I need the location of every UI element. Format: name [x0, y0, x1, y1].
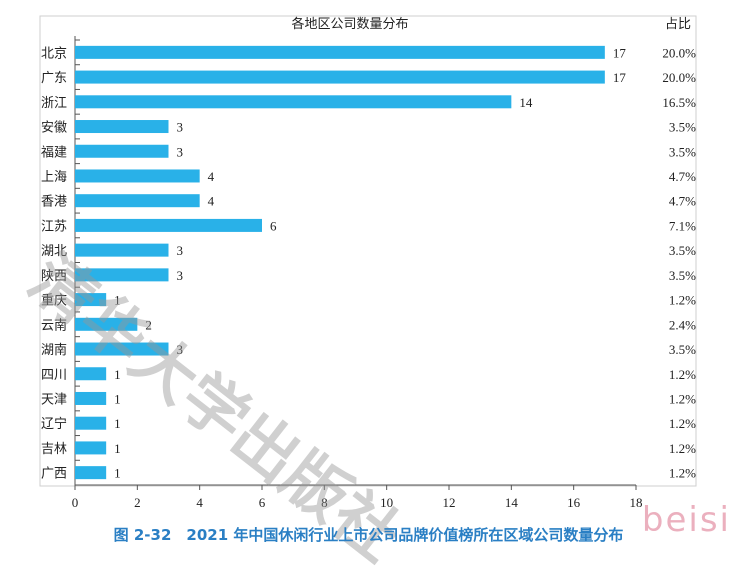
bar-3 — [75, 120, 169, 134]
category-label-3: 安徽 — [41, 121, 67, 136]
percentage-label-2: 16.5% — [662, 95, 696, 110]
x-tick-label-1: 2 — [134, 495, 141, 510]
value-label-0: 17 — [613, 45, 627, 60]
bar-1 — [75, 70, 605, 84]
category-label-8: 湖北 — [41, 244, 67, 259]
x-tick-label-6: 12 — [443, 495, 456, 510]
chart-title: 各地区公司数量分布 — [291, 16, 408, 32]
x-tick-label-4: 8 — [321, 495, 328, 510]
x-axis-ticks: 0 2 4 6 8 10 12 14 16 18 — [72, 485, 643, 510]
value-label-3: 3 — [177, 120, 184, 135]
bar-7 — [75, 218, 262, 232]
category-label-10: 重庆 — [41, 293, 67, 309]
x-tick-label-8: 16 — [567, 495, 581, 510]
percentage-label-16: 1.2% — [669, 441, 696, 456]
plot-frame — [39, 15, 697, 487]
value-labels: 17 17 14 3 3 4 4 6 3 3 1 2 3 1 1 1 1 1 — [114, 45, 626, 480]
bar-11 — [75, 317, 138, 331]
value-label-1: 17 — [613, 70, 627, 85]
category-label-5: 上海 — [41, 170, 67, 185]
bar-5 — [75, 169, 200, 183]
value-label-6: 4 — [208, 194, 215, 209]
category-label-2: 浙江 — [41, 96, 67, 111]
value-label-15: 1 — [114, 416, 121, 431]
percentage-label-1: 20.0% — [662, 70, 696, 85]
bar-17 — [75, 466, 107, 480]
bar-16 — [75, 441, 107, 455]
percentage-label-12: 3.5% — [669, 342, 696, 357]
category-label-11: 云南 — [41, 317, 67, 333]
x-tick-label-7: 14 — [505, 495, 519, 510]
bar-14 — [75, 391, 107, 405]
percentage-label-9: 3.5% — [669, 268, 696, 283]
category-label-15: 辽宁 — [41, 416, 67, 432]
bar-15 — [75, 416, 107, 430]
percentage-label-8: 3.5% — [669, 243, 696, 258]
category-label-17: 广西 — [41, 467, 67, 482]
bar-0 — [75, 45, 605, 59]
percentage-label-4: 3.5% — [669, 144, 696, 159]
value-label-2: 14 — [519, 95, 533, 110]
bar-13 — [75, 367, 107, 381]
percentage-label-7: 7.1% — [669, 218, 696, 233]
category-label-7: 江苏 — [41, 218, 67, 234]
chart-border — [39, 15, 697, 487]
percentage-label-17: 1.2% — [669, 466, 696, 481]
x-tick-label-2: 4 — [196, 495, 203, 510]
value-label-14: 1 — [114, 391, 121, 406]
percentage-label-3: 3.5% — [669, 120, 696, 135]
value-label-13: 1 — [114, 367, 121, 382]
value-label-11: 2 — [145, 317, 152, 332]
percentage-label-13: 1.2% — [669, 367, 696, 382]
bar-10 — [75, 293, 107, 307]
category-label-12: 湖南 — [41, 342, 67, 358]
value-label-10: 1 — [114, 293, 121, 308]
x-tick-label-3: 6 — [259, 495, 266, 510]
value-label-17: 1 — [114, 466, 121, 481]
percentage-header: 占比 — [665, 17, 691, 32]
bar-9 — [75, 268, 169, 282]
value-label-5: 4 — [208, 169, 215, 184]
percentage-label-14: 1.2% — [669, 391, 696, 406]
category-label-0: 北京 — [41, 46, 67, 61]
category-label-9: 陕西 — [41, 269, 67, 284]
category-label-16: 吉林 — [41, 442, 67, 457]
value-label-16: 1 — [114, 441, 121, 456]
category-label-1: 广东 — [41, 71, 67, 86]
x-tick-label-5: 10 — [380, 495, 393, 510]
bar-4 — [75, 144, 169, 158]
category-label-6: 香港 — [41, 195, 67, 210]
bar-8 — [75, 243, 169, 257]
percentage-label-0: 20.0% — [662, 45, 696, 60]
percentage-label-11: 2.4% — [669, 317, 696, 332]
x-tick-label-9: 18 — [630, 495, 643, 510]
percentage-label-15: 1.2% — [669, 416, 696, 431]
percentage-label-5: 4.7% — [669, 169, 696, 184]
category-label-14: 天津 — [41, 392, 67, 407]
percentage-label-10: 1.2% — [669, 293, 696, 308]
value-label-8: 3 — [177, 243, 184, 258]
value-label-4: 3 — [177, 144, 184, 159]
value-label-9: 3 — [177, 268, 184, 283]
value-label-12: 3 — [177, 342, 184, 357]
value-label-7: 6 — [270, 218, 277, 233]
percentage-labels: 20.0% 20.0% 16.5% 3.5% 3.5% 4.7% 4.7% 7.1% 3.5% 3… — [662, 45, 696, 480]
bar-2 — [75, 95, 512, 109]
percentage-label-6: 4.7% — [669, 194, 696, 209]
figure-caption: 图 2-32 2021 年中国休闲行业上市公司品牌价值榜所在区域公司数量分布 — [113, 526, 624, 544]
category-label-4: 福建 — [41, 145, 67, 160]
bar-12 — [75, 342, 169, 356]
bars — [75, 39, 605, 480]
x-tick-label-0: 0 — [72, 495, 79, 510]
category-label-13: 四川 — [41, 368, 67, 383]
bar-6 — [75, 194, 200, 208]
